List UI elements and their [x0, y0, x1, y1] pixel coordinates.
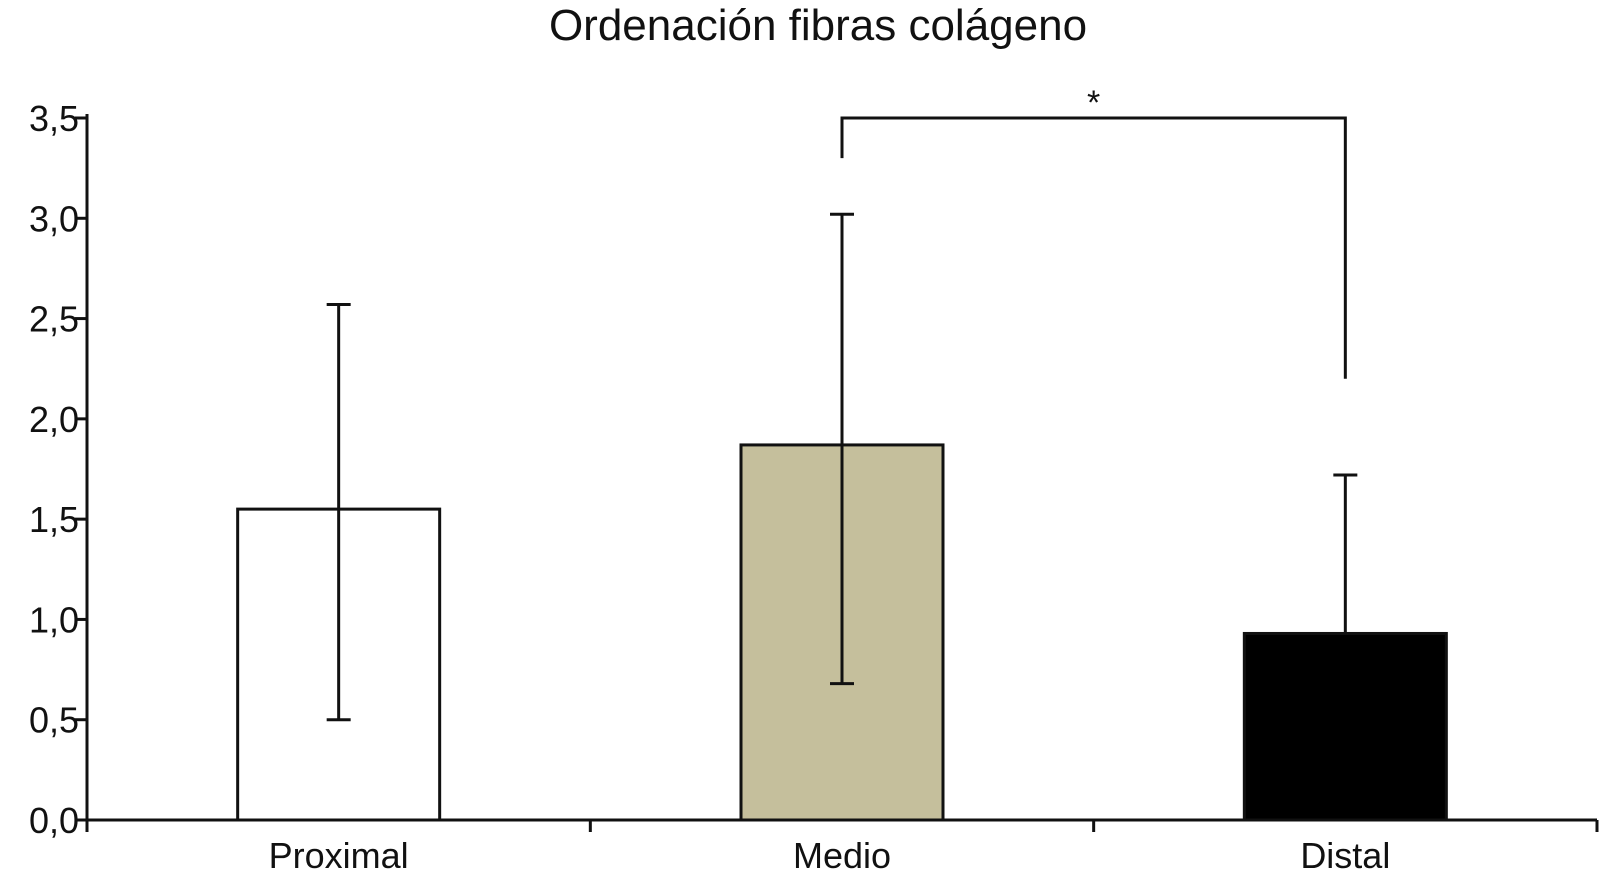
y-tick-label: 3,5	[29, 98, 79, 139]
x-tick-label: Distal	[1300, 835, 1390, 876]
y-tick-label: 2,5	[29, 299, 79, 340]
significance-label: *	[1087, 84, 1100, 122]
y-tick-label: 1,5	[29, 499, 79, 540]
plot-area: 0,0 0,5 1,0 1,5 2,0 2,5 3,0 3,5 Proximal Medio Dis…	[29, 84, 1599, 876]
x-tick-label: Medio	[793, 835, 891, 876]
bar-distal	[1242, 631, 1448, 822]
y-tick-label: 0,5	[29, 700, 79, 741]
significance-bracket	[840, 116, 1347, 379]
x-tick-label: Proximal	[269, 835, 409, 876]
chart-title: Ordenación fibras colágeno	[549, 1, 1087, 50]
y-tick-label: 1,0	[29, 599, 79, 640]
y-tick-label: 2,0	[29, 399, 79, 440]
y-tick-label: 3,0	[29, 198, 79, 239]
y-tick-label: 0,0	[29, 800, 79, 841]
